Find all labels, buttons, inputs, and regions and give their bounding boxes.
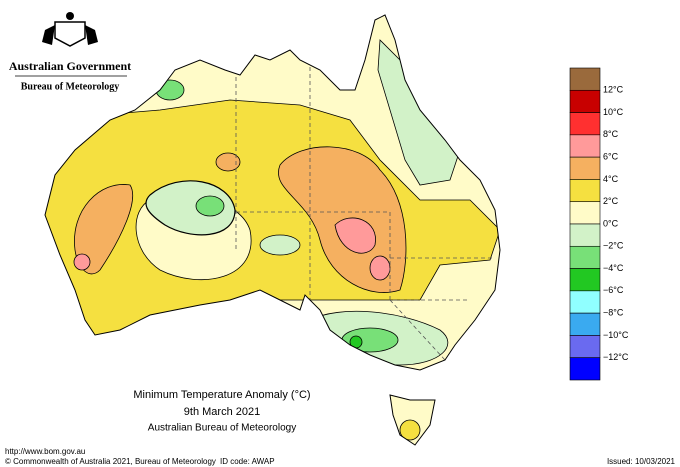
legend-label: −4°C (603, 263, 624, 273)
legend-label: −12°C (603, 352, 629, 362)
legend-label: −6°C (603, 285, 624, 295)
legend-swatch (569, 357, 601, 381)
legend-swatch (569, 134, 601, 158)
map-source: Australian Bureau of Meteorology (148, 423, 296, 434)
legend-label: −10°C (603, 330, 629, 340)
legend-swatch (569, 335, 601, 359)
legend-swatch (569, 201, 601, 225)
map-date: 9th March 2021 (184, 406, 260, 418)
legend-swatch (569, 268, 601, 292)
issued: Issued: 10/03/2021 (607, 457, 676, 466)
legend-swatch (569, 89, 601, 113)
map-title: Minimum Temperature Anomaly (°C) (133, 389, 310, 401)
legend-swatch (569, 290, 601, 314)
crest (42, 12, 98, 47)
url: http://www.bom.gov.au (5, 447, 85, 456)
legend-label: 0°C (603, 218, 619, 228)
legend-label: 10°C (603, 107, 624, 117)
legend-swatch (569, 179, 601, 203)
legend-label: −8°C (603, 308, 624, 318)
legend-swatch (569, 67, 601, 91)
legend-swatch (569, 223, 601, 247)
legend-swatch (569, 245, 601, 269)
legend-swatch (569, 112, 601, 136)
legend-swatch (569, 312, 601, 336)
legend-label: 8°C (603, 129, 619, 139)
legend: 12°C 10°C 8°C 6°C 4°C 2°C 0°C −2°C −4°C −6°C −8°C −… (569, 67, 629, 381)
legend-label: 6°C (603, 152, 619, 162)
legend-label: 2°C (603, 196, 619, 206)
legend-label: 4°C (603, 174, 619, 184)
bureau: Bureau of Meteorology (21, 81, 120, 92)
legend-swatch (569, 156, 601, 180)
legend-label: −2°C (603, 241, 624, 251)
government: Australian Government (9, 59, 131, 73)
coastline (44, 14, 501, 446)
legend-label: 12°C (603, 85, 624, 95)
id-code: ID code: AWAP (220, 457, 275, 466)
copyright: © Commonwealth of Australia 2021, Bureau… (5, 457, 216, 466)
